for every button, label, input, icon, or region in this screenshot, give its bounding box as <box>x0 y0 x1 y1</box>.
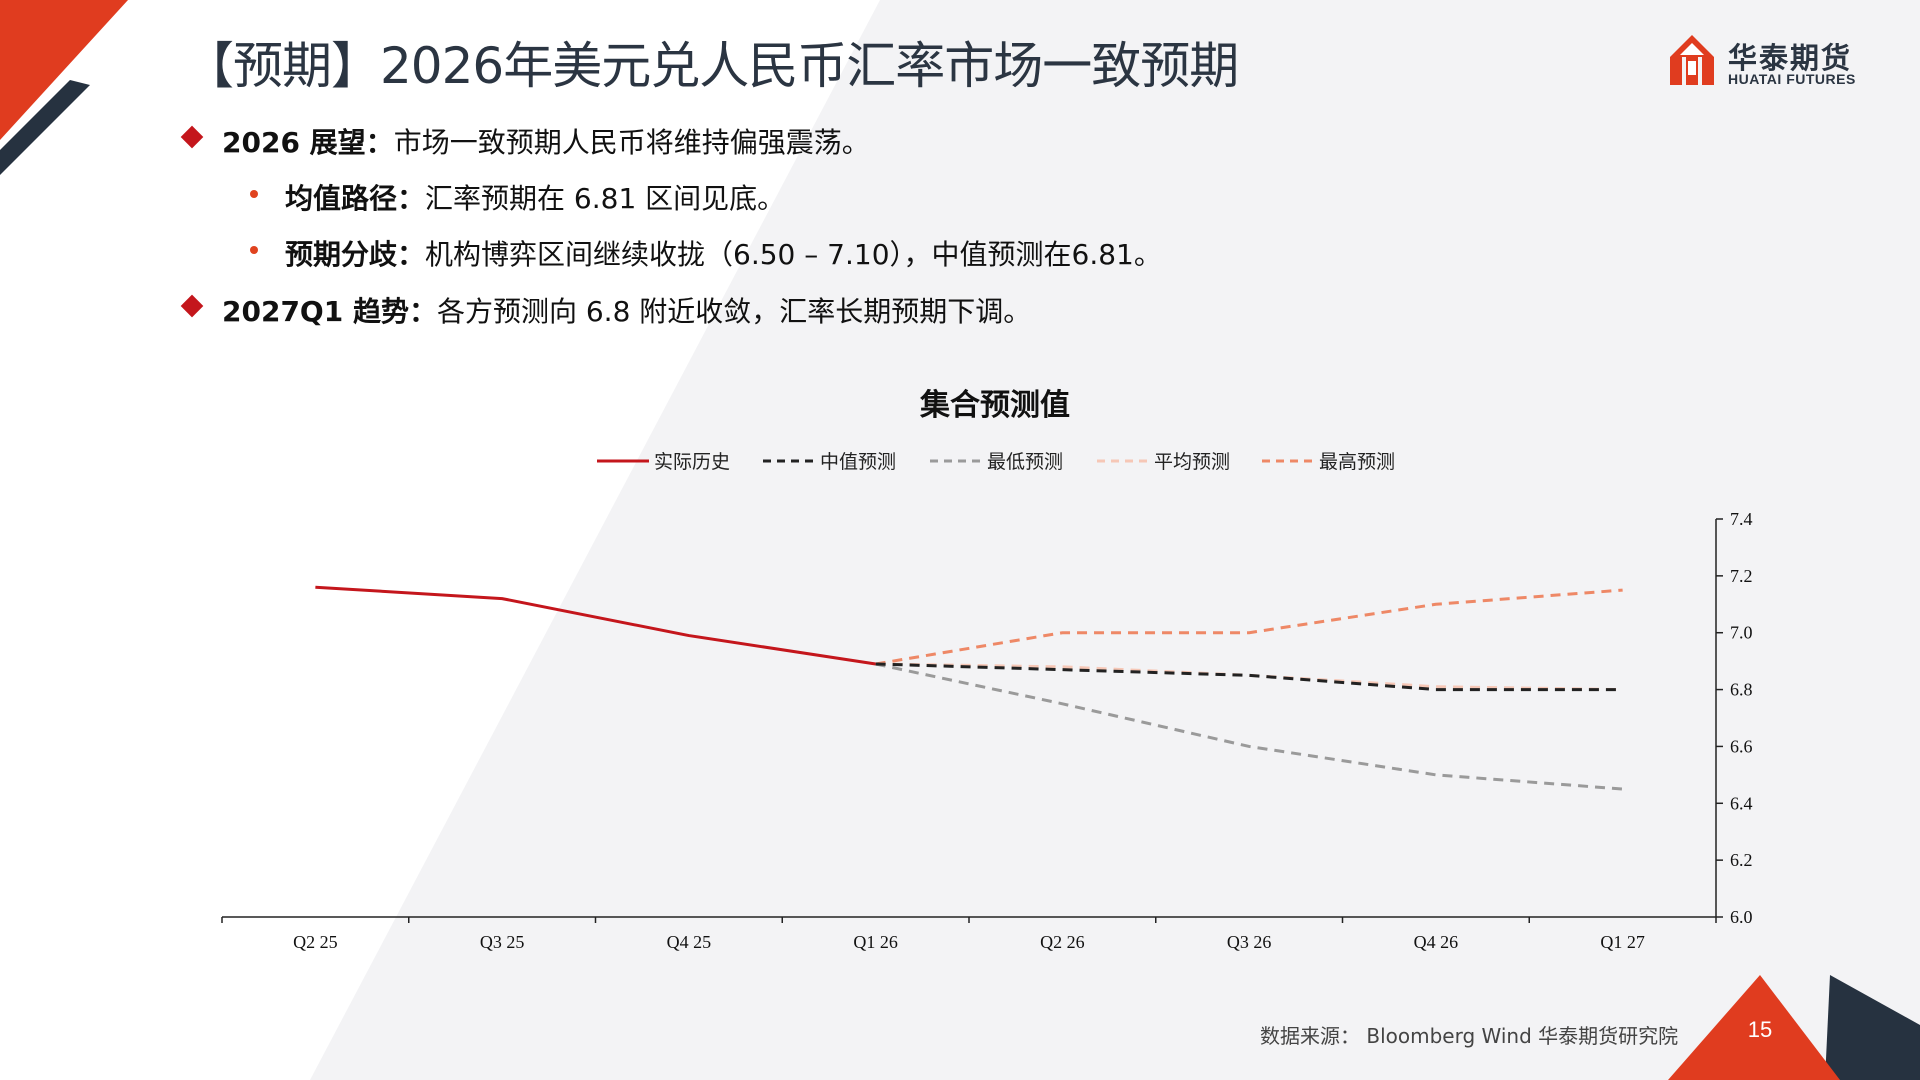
bullet-outlook: 2026 展望：市场一致预期人民币将维持偏强震荡。 <box>222 121 870 161</box>
x-tick-label: Q4 26 <box>1414 932 1459 952</box>
legend-label: 中值预测 <box>820 451 896 473</box>
bullet-outlook-text: 市场一致预期人民币将维持偏强震荡。 <box>393 126 870 159</box>
y-tick-label: 7.2 <box>1730 566 1753 586</box>
logo-chinese-name: 华泰期货 <box>1728 41 1853 75</box>
bullet-divergence-text: 机构博弈区间继续收拢（6.50 – 7.10），中值预测在6.81。 <box>425 238 1162 271</box>
y-tick-label: 6.0 <box>1730 907 1753 927</box>
x-tick-label: Q1 26 <box>853 932 898 952</box>
dot-bullet-icon <box>250 246 258 254</box>
slide-title: 【预期】2026年美元兑人民币汇率市场一致预期 <box>184 37 1239 95</box>
bullet-mean-path-text: 汇率预期在 6.81 区间见底。 <box>425 182 786 215</box>
footer-navy-triangle <box>1825 975 1920 1080</box>
y-tick-label: 6.2 <box>1730 850 1753 870</box>
legend-label: 平均预测 <box>1154 451 1230 473</box>
y-tick-label: 7.4 <box>1730 509 1753 529</box>
chart-title: 集合预测值 <box>920 388 1070 423</box>
x-tick-label: Q2 26 <box>1040 932 1085 952</box>
series-line-3 <box>875 662 1623 692</box>
legend-label: 实际历史 <box>654 451 730 473</box>
y-tick-label: 7.0 <box>1730 623 1753 643</box>
x-tick-label: Q3 26 <box>1227 932 1272 952</box>
bullet-2027q1-text: 各方预测向 6.8 附近收敛，汇率长期预期下调。 <box>436 295 1032 328</box>
x-tick-label: Q4 25 <box>667 932 712 952</box>
background-light-wedge <box>310 0 1920 1080</box>
corner-navy-stripe <box>0 80 90 175</box>
bullet-divergence: 预期分歧：机构博弈区间继续收拢（6.50 – 7.10），中值预测在6.81。 <box>285 233 1162 273</box>
bullet-mean-path-label: 均值路径： <box>285 182 426 215</box>
data-source: 数据来源： Bloomberg Wind 华泰期货研究院 <box>1260 1024 1679 1048</box>
series-line-4 <box>875 588 1623 666</box>
y-tick-label: 6.6 <box>1730 736 1753 756</box>
legend-label: 最高预测 <box>1319 451 1395 473</box>
x-tick-label: Q2 25 <box>293 932 338 952</box>
bullet-2027q1: 2027Q1 趋势：各方预测向 6.8 附近收敛，汇率长期预期下调。 <box>222 290 1031 330</box>
series-line-2 <box>875 662 1623 791</box>
y-tick-label: 6.4 <box>1730 793 1753 813</box>
bullet-mean-path: 均值路径：汇率预期在 6.81 区间见底。 <box>285 177 785 217</box>
bullet-divergence-label: 预期分歧： <box>285 238 426 271</box>
page-number: 15 <box>1747 1017 1773 1042</box>
x-tick-label: Q1 27 <box>1600 932 1645 952</box>
legend-label: 最低预测 <box>987 451 1063 473</box>
huatai-logo-icon <box>1670 35 1714 85</box>
y-tick-label: 6.8 <box>1730 680 1753 700</box>
footer-red-triangle <box>1668 975 1840 1080</box>
series-line-0 <box>315 585 876 666</box>
bullet-outlook-label: 2026 展望： <box>222 126 394 159</box>
series-line-1 <box>875 662 1623 692</box>
x-tick-label: Q3 25 <box>480 932 525 952</box>
corner-red-triangle <box>0 0 128 140</box>
bullet-2027q1-label: 2027Q1 趋势： <box>222 295 437 328</box>
logo-english-name: HUATAI FUTURES <box>1728 71 1856 87</box>
dot-bullet-icon <box>250 190 258 198</box>
huatai-logo: 华泰期货 HUATAI FUTURES <box>1668 33 1868 89</box>
